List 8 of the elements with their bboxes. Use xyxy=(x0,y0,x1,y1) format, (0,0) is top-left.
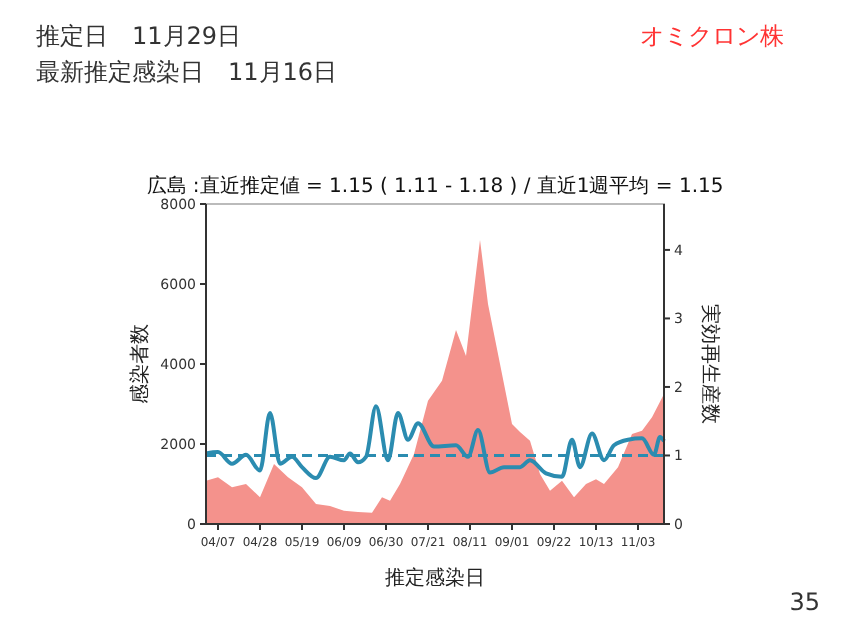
chart-title: 広島 :直近推定値 = 1.15 ( 1.11 - 1.18 ) / 直近1週平均 = 1.15 xyxy=(146,174,724,198)
y-axis-title: 感染者数 xyxy=(128,324,152,404)
x-axis-title: 推定感染日 xyxy=(385,566,485,590)
y2-axis-title: 実効再生産数 xyxy=(698,304,722,424)
text: 推定日 11月29日 xyxy=(36,22,242,50)
text: 最新推定感染日 11月16日 xyxy=(36,58,338,86)
text: オミクロン株 xyxy=(640,22,784,50)
text: 35 xyxy=(789,588,820,616)
